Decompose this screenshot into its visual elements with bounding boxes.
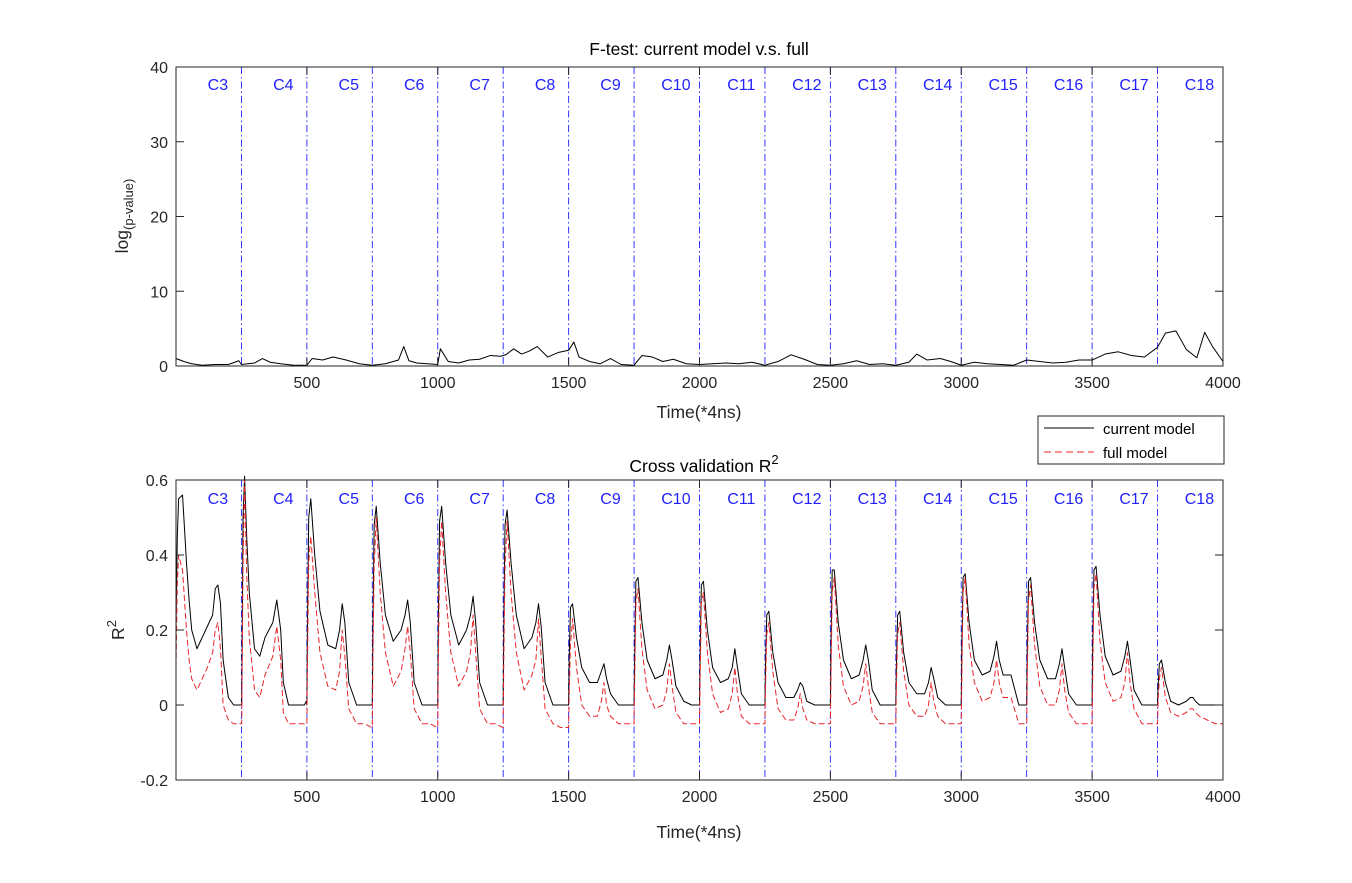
bottom-ylabel-sup: 2 (104, 620, 119, 627)
bottom-xtick-label: 1500 (551, 789, 587, 806)
top-title: F-test: current model v.s. full (589, 39, 808, 59)
bottom-region-label: C18 (1185, 491, 1214, 508)
top-region-label: C11 (727, 77, 755, 94)
top-region-label: C14 (923, 77, 952, 94)
bottom-region-label: C8 (535, 491, 556, 508)
bottom-xtick-label: 1000 (420, 789, 456, 806)
top-xtick-label: 2500 (813, 375, 849, 392)
bottom-xtick-label: 500 (294, 789, 321, 806)
top-ytick-label: 0 (159, 359, 168, 376)
top-region-label: C7 (469, 77, 490, 94)
bottom-region-label: C4 (273, 491, 294, 508)
top-ytick-label: 40 (150, 60, 168, 77)
bottom-ytick-label: 0.2 (146, 623, 168, 640)
top-xtick-label: 3500 (1074, 375, 1110, 392)
bottom-tick-layer: 500 1000 1500 2000 2500 3000 3500 4000 -0.2 0 0.2 0… (140, 473, 1240, 806)
top-ytick-label: 10 (150, 284, 168, 301)
top-data-layer: C3 C4 C5 C6 C7 C8 C9 C10 C11 C12 C13 C14 C15 C16 C17 C1… (175, 67, 1224, 366)
bottom-region-label: C12 (792, 491, 821, 508)
bottom-region-label: C15 (988, 491, 1017, 508)
bottom-region-label: C10 (661, 491, 690, 508)
bottom-series-full-model-line (175, 479, 1223, 728)
bottom-region-label: C7 (469, 491, 490, 508)
top-xlabel: Time(*4ns) (657, 402, 742, 422)
bottom-ytick-label: 0.6 (146, 473, 168, 490)
top-xtick-label: 3000 (943, 375, 979, 392)
legend-box (1037, 415, 1225, 465)
top-ylabel-sub: (p-value) (121, 179, 136, 230)
bottom-title-main: Cross validation R (629, 456, 771, 476)
bottom-ytick-label: -0.2 (140, 773, 168, 790)
bottom-ytick-label: 0.4 (146, 548, 168, 565)
bottom-data-layer: C3 C4 C5 C6 C7 C8 C9 C10 C11 C12 C13 C14 C15 C16 C17 C1… (175, 475, 1224, 780)
top-region-label: C10 (661, 77, 690, 94)
bottom-xtick-label: 3500 (1074, 789, 1110, 806)
bottom-region-label: C3 (208, 491, 229, 508)
top-region-label: C17 (1119, 77, 1148, 94)
bottom-axes-box (175, 479, 1224, 781)
legend-label-full-model: full model (1103, 445, 1167, 462)
top-region-label: C3 (208, 77, 229, 94)
bottom-ytick-label: 0 (159, 698, 168, 715)
top-region-label: C18 (1185, 77, 1214, 94)
bottom-region-label: C17 (1119, 491, 1148, 508)
bottom-region-label: C16 (1054, 491, 1083, 508)
bottom-xtick-label: 2500 (813, 789, 849, 806)
bottom-xtick-label: 3000 (943, 789, 979, 806)
legend: current model full model (1037, 415, 1225, 465)
top-region-label: C6 (404, 77, 425, 94)
bottom-region-label: C13 (858, 491, 887, 508)
top-axes: C3 C4 C5 C6 C7 C8 C9 C10 C11 C12 C13 C14 C15 C16 C17 C1… (112, 39, 1241, 422)
top-xtick-label: 500 (294, 375, 321, 392)
bottom-region-label: C14 (923, 491, 952, 508)
bottom-xlabel: Time(*4ns) (657, 822, 742, 842)
top-xtick-label: 1000 (420, 375, 456, 392)
top-xtick-label: 1500 (551, 375, 587, 392)
top-region-label: C12 (792, 77, 821, 94)
bottom-region-label: C9 (600, 491, 621, 508)
top-xtick-label: 4000 (1205, 375, 1241, 392)
top-region-label: C13 (858, 77, 887, 94)
bottom-axes: C3 C4 C5 C6 C7 C8 C9 C10 C11 C12 C13 C14 C15 C16 C17 C1… (104, 452, 1241, 842)
top-ylabel-main: log (112, 230, 132, 253)
top-series-line-line (175, 330, 1224, 366)
top-region-label: C16 (1054, 77, 1083, 94)
bottom-title: Cross validation R2 (629, 452, 778, 476)
top-ytick-label: 20 (150, 210, 168, 227)
bottom-ylabel-main: R (108, 627, 128, 640)
top-xtick-label: 2000 (682, 375, 718, 392)
legend-label-current-model: current model (1103, 421, 1195, 438)
top-ylabel: log(p-value) (112, 179, 136, 254)
bottom-region-label: C5 (339, 491, 360, 508)
bottom-xtick-label: 2000 (682, 789, 718, 806)
svg-text:R2: R2 (104, 620, 128, 640)
svg-text:log(p-value): log(p-value) (112, 179, 136, 254)
top-region-label: C8 (535, 77, 556, 94)
top-region-label: C9 (600, 77, 621, 94)
top-region-label: C5 (339, 77, 360, 94)
top-ytick-label: 30 (150, 135, 168, 152)
bottom-region-label: C11 (727, 491, 755, 508)
bottom-ylabel: R2 (104, 620, 128, 640)
bottom-region-label: C6 (404, 491, 425, 508)
top-tick-layer: 500 1000 1500 2000 2500 3000 3500 4000 0 10 20 30 40 (150, 60, 1241, 392)
top-region-label: C15 (988, 77, 1017, 94)
bottom-series-current-model-line (175, 475, 1223, 706)
bottom-xtick-label: 4000 (1205, 789, 1241, 806)
bottom-title-sup: 2 (771, 452, 778, 467)
top-axes-box (175, 66, 1224, 367)
top-region-label: C4 (273, 77, 294, 94)
